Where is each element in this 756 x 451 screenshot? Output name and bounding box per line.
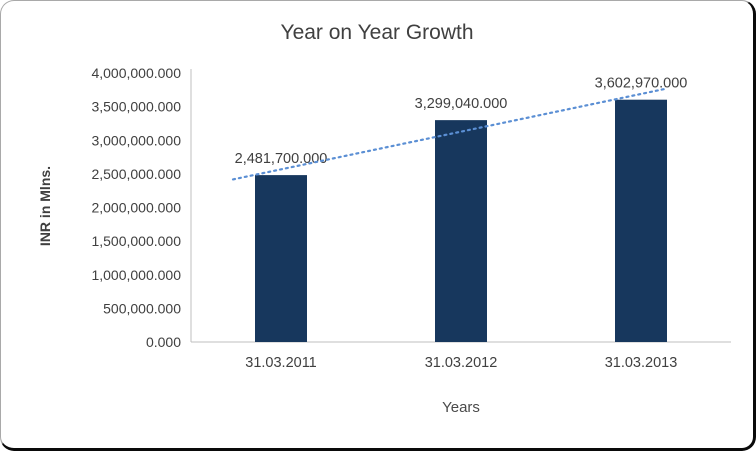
y-tick-label: 4,000,000.000: [91, 65, 181, 81]
bar[interactable]: [255, 175, 307, 342]
bar[interactable]: [615, 99, 667, 343]
y-tick-label: 500,000.000: [103, 300, 181, 316]
x-tick-label: 31.03.2013: [605, 355, 678, 371]
bar[interactable]: [435, 120, 487, 342]
trendline[interactable]: [231, 87, 667, 181]
x-axis-title: Years: [442, 399, 480, 416]
y-tick-label: 3,000,000.000: [91, 132, 181, 148]
y-tick-label: 2,000,000.000: [91, 200, 181, 216]
x-tick-label: 31.03.2012: [425, 355, 498, 371]
y-tick-label: 1,000,000.000: [91, 267, 181, 283]
chart-title: Year on Year Growth: [280, 21, 474, 44]
y-axis-title: INR in Mlns.: [37, 165, 53, 247]
y-tick-label: 1,500,000.000: [91, 233, 181, 249]
bar-data-label: 3,299,040.000: [415, 96, 508, 112]
bar-data-label: 2,481,700.000: [235, 151, 328, 167]
y-tick-label: 0.000: [146, 334, 181, 350]
y-tick-label: 2,500,000.000: [91, 166, 181, 182]
x-tick-label: 31.03.2011: [245, 355, 317, 371]
bar-data-label: 3,602,970.000: [595, 76, 688, 92]
y-tick-label: 3,500,000.000: [91, 99, 181, 115]
